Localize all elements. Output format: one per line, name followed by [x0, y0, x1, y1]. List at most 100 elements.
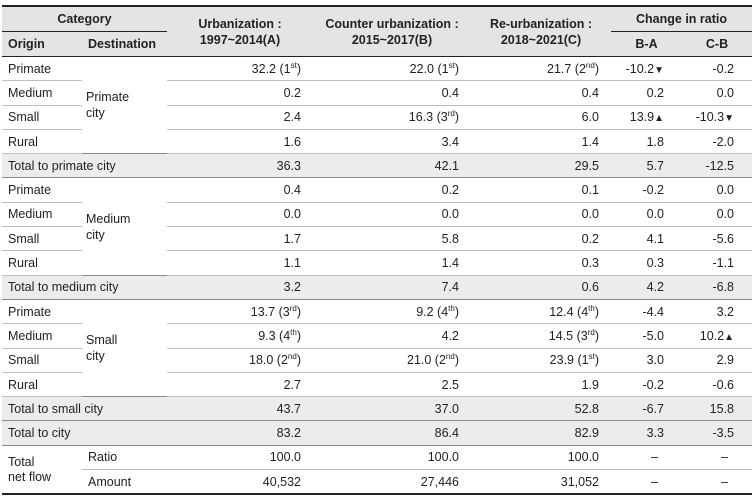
value-c: 1.4: [471, 129, 611, 155]
origin-cell: Primate: [2, 177, 82, 203]
value-b: 2.5: [313, 372, 471, 398]
header-col-c: Re-urbanization :2018~2021(C): [471, 5, 611, 57]
value-cb: 15.8: [682, 396, 753, 422]
table-row: Rural 1.6 3.4 1.4 1.8 -2.0: [2, 129, 753, 155]
value-b: 0.0: [313, 202, 471, 228]
value-a: 32.2 (1st): [167, 56, 313, 82]
value-cb: 3.2: [682, 299, 753, 325]
header-category: Category: [2, 5, 167, 32]
value-b: 0.4: [313, 80, 471, 106]
value-b: 3.4: [313, 129, 471, 155]
value-a: 100.0: [167, 445, 313, 471]
value-b: 0.2: [313, 177, 471, 203]
value-ba: 0.2: [611, 80, 682, 106]
value-cb: 2.9: [682, 348, 753, 373]
value-a: 9.3 (4th): [167, 323, 313, 349]
total-row: Total to primate city 36.3 42.1 29.5 5.7…: [2, 153, 753, 179]
total-label: Total to city: [2, 420, 167, 446]
up-triangle-icon: ▲: [724, 331, 735, 343]
amount-label: Amount: [82, 469, 167, 496]
origin-cell: Rural: [2, 250, 82, 276]
origin-cell: Small: [2, 226, 82, 252]
value-a: 13.7 (3rd): [167, 299, 313, 325]
table-row: Rural 1.1 1.4 0.3 0.3 -1.1: [2, 250, 753, 276]
value-b: 27,446: [313, 469, 471, 496]
value-ba: 4.1: [611, 226, 682, 252]
table-row: Medium 0.0 0.0 0.0 0.0 0.0: [2, 202, 753, 228]
value-ba: 3.0: [611, 348, 682, 373]
value-c: 21.7 (2nd): [471, 56, 611, 82]
origin-cell: Small: [2, 105, 82, 130]
value-ba: -10.2▼: [611, 56, 682, 82]
value-ba: -4.4: [611, 299, 682, 325]
table-row: Rural 2.7 2.5 1.9 -0.2 -0.6: [2, 372, 753, 398]
value-cb: –: [682, 469, 753, 496]
header-destination: Destination: [82, 31, 167, 57]
header-b-minus-a: B-A: [611, 31, 682, 57]
value-a: 0.0: [167, 202, 313, 228]
destination-medium-city: Medium city: [86, 211, 131, 242]
header-col-b: Counter urbanization :2015~2017(B): [313, 5, 471, 57]
value-a: 36.3: [167, 153, 313, 179]
value-c: 23.9 (1st): [471, 348, 611, 373]
value-cb: 0.0: [682, 80, 753, 106]
value-cb: -0.6: [682, 372, 753, 398]
value-c: 0.2: [471, 226, 611, 252]
origin-cell: Medium: [2, 202, 82, 228]
value-cb: -0.2: [682, 56, 753, 82]
header-origin: Origin: [2, 31, 82, 57]
up-triangle-icon: ▲: [654, 113, 664, 125]
value-c: 82.9: [471, 420, 611, 446]
value-c: 6.0: [471, 105, 611, 130]
value-c: 52.8: [471, 396, 611, 422]
value-b: 7.4: [313, 274, 471, 300]
table-row: Small 1.7 5.8 0.2 4.1 -5.6: [2, 226, 753, 252]
value-b: 86.4: [313, 420, 471, 446]
table-row: Medium 9.3 (4th) 4.2 14.5 (3rd) -5.0 10.…: [2, 323, 753, 349]
table-row: Medium 0.2 0.4 0.4 0.2 0.0: [2, 80, 753, 106]
value-a: 1.7: [167, 226, 313, 252]
ratio-label: Ratio: [82, 445, 167, 471]
value-cb: -5.6: [682, 226, 753, 252]
value-a: 18.0 (2nd): [167, 348, 313, 373]
value-a: 1.6: [167, 129, 313, 155]
value-a: 1.1: [167, 250, 313, 276]
value-b: 22.0 (1st): [313, 56, 471, 82]
value-cb: -6.8: [682, 274, 753, 300]
table-row: Primate Small city 13.7 (3rd) 9.2 (4th) 1…: [2, 299, 753, 363]
value-a: 40,532: [167, 469, 313, 496]
value-ba: –: [611, 445, 682, 471]
value-cb: –: [682, 445, 753, 471]
value-c: 14.5 (3rd): [471, 323, 611, 349]
value-a: 2.4: [167, 105, 313, 130]
value-cb: -2.0: [682, 129, 753, 155]
net-flow-ratio-row: Total net flow Ratio 100.0 100.0 100.0 – …: [2, 445, 753, 496]
value-a: 43.7: [167, 396, 313, 422]
value-cb: -10.3▼: [682, 105, 753, 130]
value-a: 2.7: [167, 372, 313, 398]
value-ba: 13.9▲: [611, 105, 682, 130]
origin-cell: Primate: [2, 56, 82, 82]
table-row: Primate Medium city 0.4 0.2 0.1 -0.2 0.0: [2, 177, 753, 242]
value-ba: -0.2: [611, 372, 682, 398]
value-b: 42.1: [313, 153, 471, 179]
value-c: 0.3: [471, 250, 611, 276]
header-col-a: Urbanization :1997~2014(A): [167, 5, 313, 57]
value-c: 0.0: [471, 202, 611, 228]
value-a: 83.2: [167, 420, 313, 446]
total-label: Total to primate city: [2, 153, 167, 179]
total-label: Total to small city: [2, 396, 167, 422]
down-triangle-icon: ▼: [654, 64, 664, 76]
value-ba: -0.2: [611, 177, 682, 203]
value-ba: 4.2: [611, 274, 682, 300]
value-b: 4.2: [313, 323, 471, 349]
value-b: 100.0: [313, 445, 471, 471]
value-cb: 0.0: [682, 202, 753, 228]
value-cb: 10.2▲: [682, 323, 753, 349]
migration-ratio-table: Category Urbanization :1997~2014(A) Coun…: [2, 5, 753, 496]
total-to-city-row: Total to city 83.2 86.4 82.9 3.3 -3.5: [2, 420, 753, 446]
value-ba: -5.0: [611, 323, 682, 349]
down-triangle-icon: ▼: [724, 113, 735, 125]
value-a: 0.4: [167, 177, 313, 203]
net-flow-label: Total net flow: [2, 445, 82, 496]
